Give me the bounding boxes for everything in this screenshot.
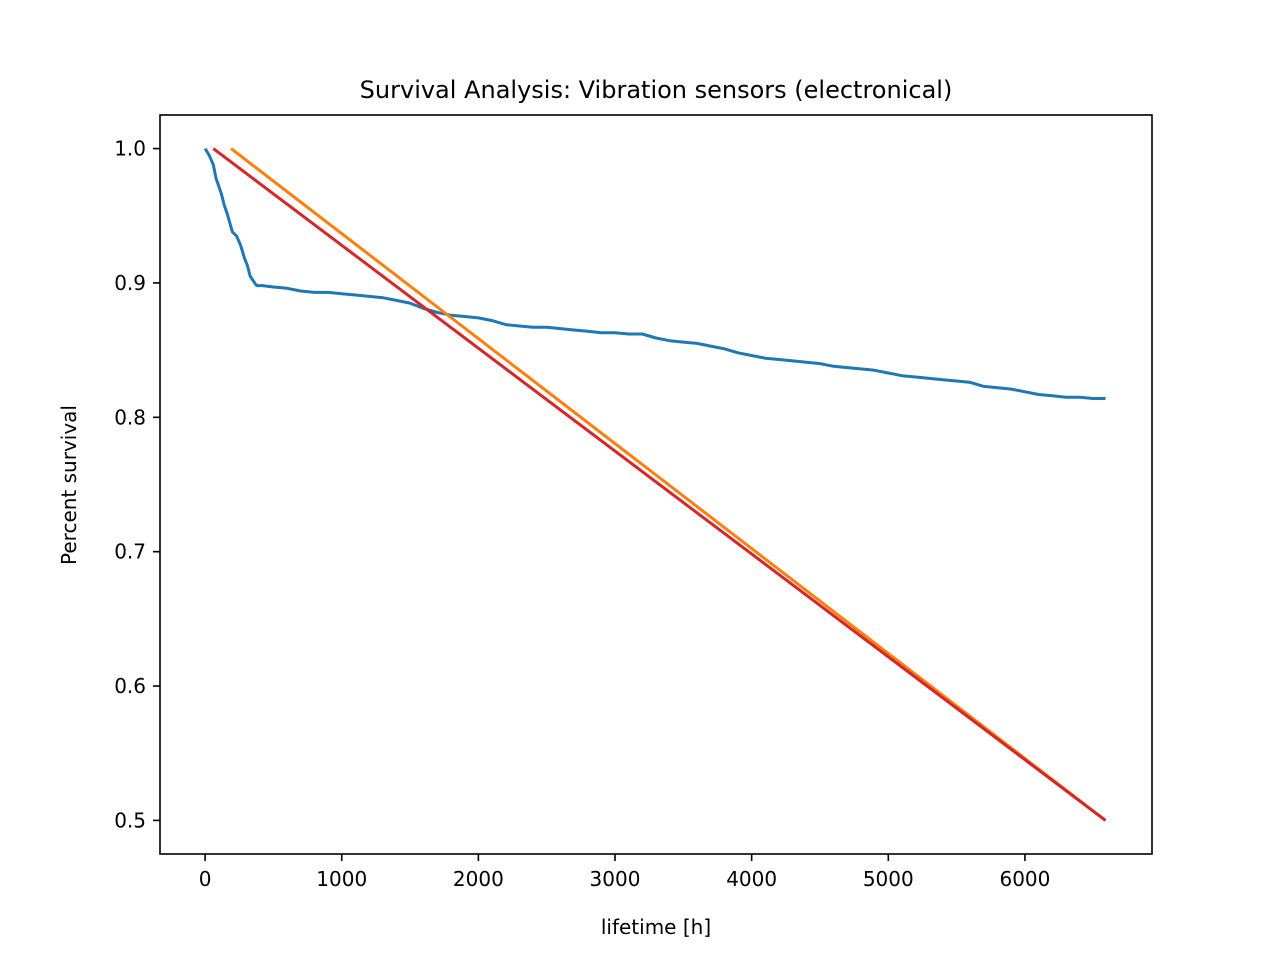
y-tick-label: 0.9 [114, 271, 146, 295]
y-axis-ticks: 0.5 0.6 0.7 0.8 0.9 1.0 [114, 137, 160, 832]
x-tick-label: 0 [199, 867, 212, 891]
x-axis-label: lifetime [h] [601, 915, 711, 939]
y-tick-label: 0.6 [114, 674, 146, 698]
x-axis-ticks: 0 1000 2000 3000 4000 5000 6000 [199, 854, 1050, 891]
plot-frame [159, 114, 1153, 855]
series-line-3 [212, 147, 1107, 822]
x-tick-label: 1000 [316, 867, 367, 891]
y-tick-label: 0.7 [114, 540, 146, 564]
series-line-2 [230, 147, 1107, 822]
chart-title: Survival Analysis: Vibration sensors (el… [360, 76, 953, 104]
x-tick-label: 4000 [726, 867, 777, 891]
series-line-1 [203, 147, 1106, 400]
y-tick-label: 0.8 [114, 405, 146, 429]
y-tick-label: 0.5 [114, 808, 146, 832]
series-layer [203, 147, 1107, 822]
x-tick-label: 6000 [999, 867, 1050, 891]
x-tick-label: 5000 [863, 867, 914, 891]
x-tick-label: 2000 [453, 867, 504, 891]
y-tick-label: 1.0 [114, 137, 146, 161]
x-tick-label: 3000 [590, 867, 641, 891]
y-axis-label: Percent survival [57, 405, 81, 565]
